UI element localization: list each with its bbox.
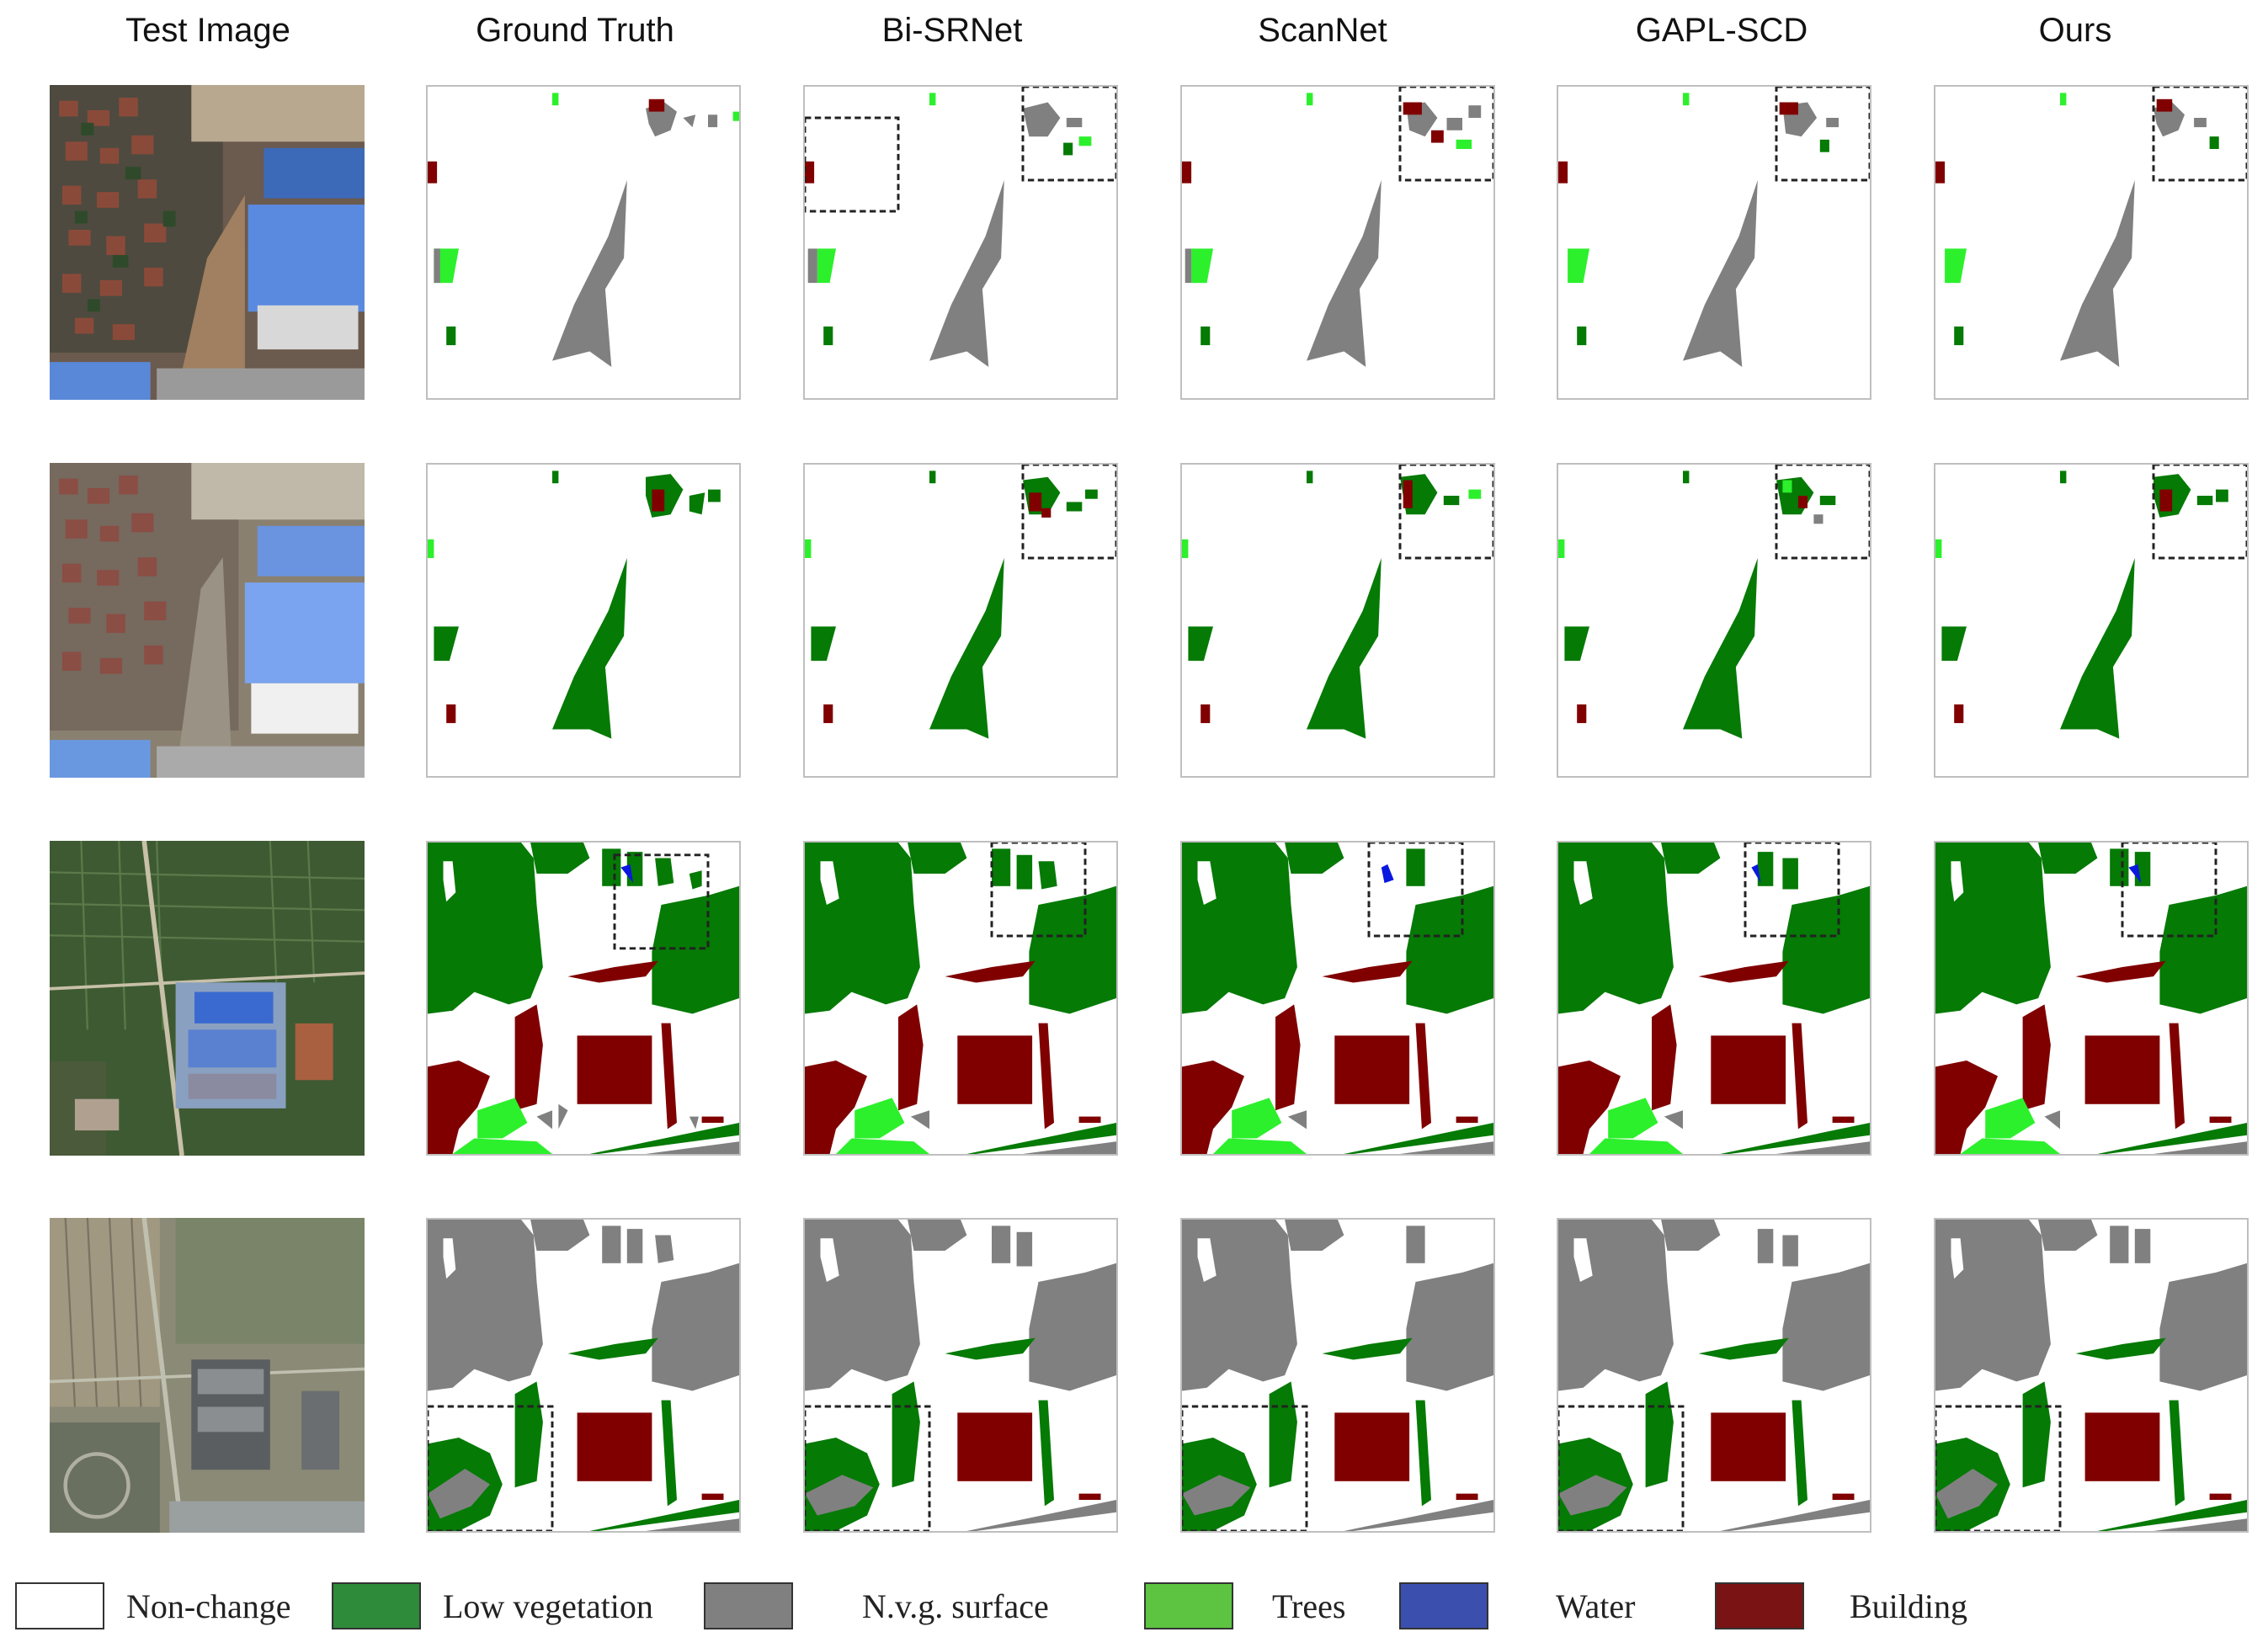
segmentation-map-ground-truth-row-3 <box>426 841 741 1156</box>
legend-label-low-vegetation: Low vegetation <box>443 1587 653 1625</box>
legend-label-non-change: Non-change <box>126 1587 291 1625</box>
legend-item-nvg-surface: N.v.g. surface <box>704 1581 1049 1631</box>
legend-swatch-water <box>1399 1582 1488 1629</box>
segmentation-map-ground-truth-row-4 <box>426 1218 741 1533</box>
legend-label-building: Building <box>1850 1587 1968 1625</box>
segmentation-map-ours-row-2 <box>1934 463 2249 778</box>
segmentation-map-ours-row-4 <box>1934 1218 2249 1533</box>
segmentation-map-ground-truth-row-2 <box>426 463 741 778</box>
test-image-row-1 <box>50 85 365 400</box>
column-title-ground-truth: Ground Truth <box>476 12 674 49</box>
segmentation-map-bi-srnet-row-2 <box>803 463 1118 778</box>
column-title-test-image: Test Image <box>125 12 290 49</box>
legend-label-trees: Trees <box>1272 1587 1346 1625</box>
segmentation-map-gapl-scd-row-1 <box>1557 85 1871 400</box>
segmentation-map-gapl-scd-row-2 <box>1557 463 1871 778</box>
legend: Non-change Low vegetation N.v.g. surface… <box>0 1572 2268 1640</box>
segmentation-map-scannet-row-3 <box>1180 841 1495 1156</box>
legend-swatch-nvg-surface <box>704 1582 793 1629</box>
segmentation-map-ground-truth-row-1 <box>426 85 741 400</box>
column-title-bi-srnet: Bi-SRNet <box>881 12 1023 49</box>
segmentation-map-bi-srnet-row-1 <box>803 85 1118 400</box>
test-image-row-2 <box>50 463 365 778</box>
legend-item-trees: Trees <box>1144 1581 1345 1631</box>
column-title-scannet: ScanNet <box>1258 12 1387 49</box>
segmentation-map-scannet-row-2 <box>1180 463 1495 778</box>
legend-label-water: Water <box>1556 1587 1636 1625</box>
segmentation-map-bi-srnet-row-3 <box>803 841 1118 1156</box>
segmentation-map-bi-srnet-row-4 <box>803 1218 1118 1533</box>
column-headers: Test Image Ground Truth Bi-SRNet ScanNet… <box>0 0 2268 76</box>
segmentation-map-scannet-row-4 <box>1180 1218 1495 1533</box>
legend-label-nvg-surface: N.v.g. surface <box>862 1587 1049 1625</box>
legend-item-low-vegetation: Low vegetation <box>332 1581 653 1631</box>
segmentation-map-gapl-scd-row-4 <box>1557 1218 1871 1533</box>
column-title-gapl-scd: GAPL-SCD <box>1635 12 1808 49</box>
legend-swatch-building <box>1715 1582 1804 1629</box>
legend-swatch-low-vegetation <box>332 1582 421 1629</box>
legend-swatch-trees <box>1144 1582 1233 1629</box>
legend-item-water: Water <box>1399 1581 1636 1631</box>
legend-item-non-change: Non-change <box>15 1581 290 1631</box>
segmentation-map-ours-row-1 <box>1934 85 2249 400</box>
test-image-row-3 <box>50 841 365 1156</box>
test-image-row-4 <box>50 1218 365 1533</box>
legend-item-building: Building <box>1715 1581 1967 1631</box>
column-title-ours: Ours <box>2038 12 2112 49</box>
legend-swatch-non-change <box>15 1582 104 1629</box>
segmentation-map-scannet-row-1 <box>1180 85 1495 400</box>
segmentation-map-gapl-scd-row-3 <box>1557 841 1871 1156</box>
segmentation-map-ours-row-3 <box>1934 841 2249 1156</box>
